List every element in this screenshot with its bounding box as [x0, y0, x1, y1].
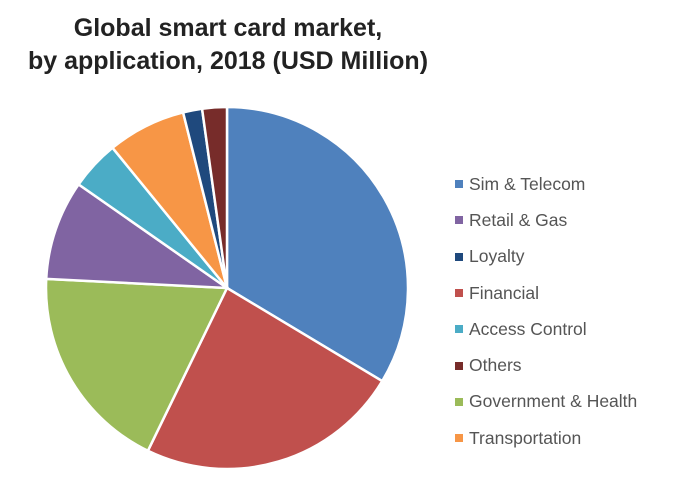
pie-slice-others: [200, 105, 229, 289]
legend-label: Loyalty: [469, 246, 525, 267]
legend-label: Sim & Telecom: [469, 173, 586, 194]
legend-label: Transportation: [469, 427, 582, 448]
pie-slice-sim-telecom: [225, 105, 410, 383]
pie-slice-government-health: [44, 277, 229, 453]
pie-slice-retail-gas: [44, 182, 232, 290]
legend-item: Financial: [455, 275, 637, 311]
legend-swatch: [455, 180, 463, 189]
chart-title: Global smart card market, by application…: [0, 12, 456, 78]
legend-swatch: [455, 361, 463, 370]
legend-swatch: [455, 397, 463, 406]
legend-label: Government & Health: [469, 391, 638, 412]
legend: Sim & Telecom Retail & Gas Loyalty Financia…: [455, 166, 637, 456]
legend-item: Retail & Gas: [455, 202, 637, 238]
legend-swatch: [455, 216, 463, 225]
pie-slice-financial: [146, 286, 384, 471]
legend-item: Government & Health: [455, 384, 637, 420]
legend-label: Financial: [469, 282, 540, 303]
legend-label: Others: [469, 355, 522, 376]
legend-item: Loyalty: [455, 239, 637, 275]
title-line-2: by application, 2018 (USD Million): [27, 47, 429, 75]
legend-item: Others: [455, 347, 637, 383]
legend-swatch: [455, 252, 463, 261]
legend-item: Transportation: [455, 420, 637, 456]
legend-label: Access Control: [469, 318, 587, 339]
legend-swatch: [455, 434, 463, 443]
legend-label: Retail & Gas: [469, 209, 568, 230]
legend-swatch: [455, 289, 463, 298]
title-line-1: Global smart card market,: [73, 14, 383, 42]
legend-item: Access Control: [455, 311, 637, 347]
legend-swatch: [455, 325, 463, 334]
legend-item: Sim & Telecom: [455, 166, 637, 202]
